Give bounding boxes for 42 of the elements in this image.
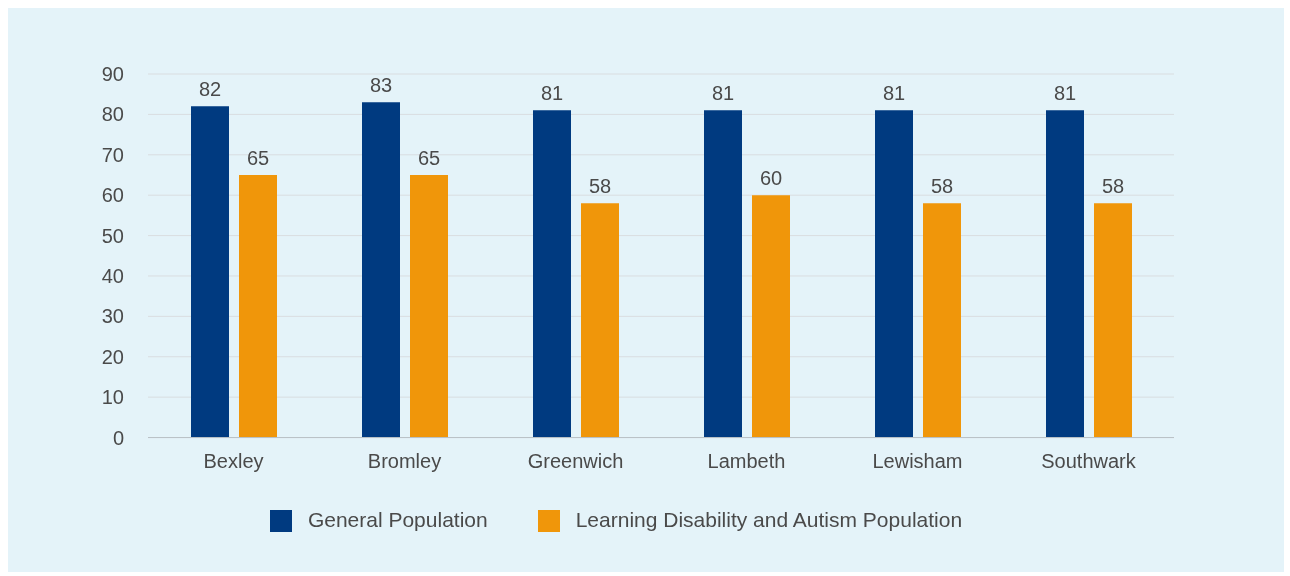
data-label: 81 — [711, 82, 735, 105]
bar — [362, 102, 400, 438]
data-label: 65 — [417, 146, 441, 169]
y-tick-label: 80 — [101, 103, 124, 126]
bar — [239, 174, 277, 438]
y-tick-label: 90 — [101, 63, 124, 86]
bar — [191, 106, 229, 438]
y-tick-label: 10 — [101, 386, 124, 409]
legend-label: Learning Disability and Autism Population — [575, 507, 963, 531]
bar — [581, 203, 619, 438]
data-label: 81 — [540, 82, 564, 105]
data-label: 82 — [198, 78, 222, 101]
y-tick-label: 20 — [101, 345, 124, 368]
x-tick-label: Bexley — [203, 449, 264, 472]
data-label: 58 — [930, 175, 954, 198]
x-tick-label: Bromley — [367, 449, 442, 472]
legend-label: General Population — [307, 507, 488, 531]
data-label: 58 — [1101, 175, 1125, 198]
bar — [533, 110, 571, 438]
y-tick-label: 50 — [101, 224, 124, 247]
bar — [875, 110, 913, 438]
x-tick-label: Lewisham — [872, 449, 963, 472]
bar — [923, 203, 961, 438]
x-tick-label: Lambeth — [707, 449, 786, 472]
y-tick-label: 40 — [101, 265, 124, 288]
y-tick-label: 70 — [101, 143, 124, 166]
y-tick-label: 0 — [112, 426, 124, 449]
data-label: 58 — [588, 175, 612, 198]
data-label: 81 — [882, 82, 906, 105]
data-label: 83 — [369, 74, 393, 97]
data-label: 65 — [246, 146, 270, 169]
y-tick-label: 30 — [101, 305, 124, 328]
data-label: 60 — [759, 167, 783, 190]
bar — [704, 110, 742, 438]
x-tick-label: Southwark — [1041, 449, 1137, 472]
data-label: 81 — [1053, 82, 1077, 105]
x-tick-label: Greenwich — [527, 449, 624, 472]
bar — [410, 174, 448, 438]
bar — [752, 195, 790, 438]
y-tick-label: 60 — [101, 184, 124, 207]
bar — [1094, 203, 1132, 438]
bar — [1046, 110, 1084, 438]
